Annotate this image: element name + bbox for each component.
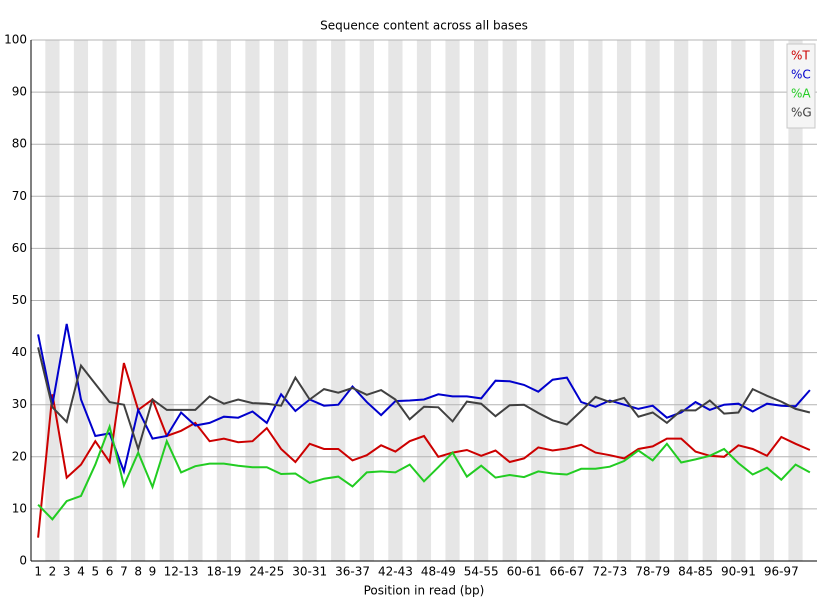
y-tick-label: 20	[12, 449, 27, 463]
x-tick-label: 7	[120, 565, 128, 579]
x-tick-label: 54-55	[464, 565, 499, 579]
legend-box	[786, 43, 816, 129]
x-tick-label: 2	[49, 565, 57, 579]
x-tick-label: 66-67	[549, 565, 584, 579]
x-tick-label: 8	[134, 565, 142, 579]
x-tick-label: 78-79	[635, 565, 670, 579]
x-tick-label: 4	[77, 565, 85, 579]
series-line	[37, 347, 811, 453]
x-axis-title: Position in read (bp)	[364, 584, 485, 598]
x-tick-label: 24-25	[249, 565, 284, 579]
legend-label: %C	[791, 68, 811, 82]
x-tick-label: 72-73	[592, 565, 627, 579]
x-tick-label: 90-91	[721, 565, 756, 579]
y-tick-label: 10	[12, 501, 27, 515]
x-tick-label: 30-31	[292, 565, 327, 579]
y-tick-label: 60	[12, 241, 27, 255]
y-tick-label: 70	[12, 189, 27, 203]
x-tick-label: 36-37	[335, 565, 370, 579]
series-line	[37, 423, 811, 521]
x-tick-label: 1	[34, 565, 42, 579]
x-tick-label: 48-49	[421, 565, 456, 579]
x-tick-label: 96-97	[764, 565, 799, 579]
x-tick-label: 60-61	[507, 565, 542, 579]
x-tick-label: 12-13	[164, 565, 199, 579]
x-tick-label: 3	[63, 565, 71, 579]
y-tick-label: 100	[4, 33, 27, 47]
series-line	[37, 323, 811, 475]
y-tick-label: 80	[12, 137, 27, 151]
legend-label: %G	[791, 106, 812, 120]
x-tick-label: 42-43	[378, 565, 413, 579]
y-tick-label: 40	[12, 345, 27, 359]
x-tick-label: 5	[91, 565, 99, 579]
chart-title: Sequence content across all bases	[320, 19, 528, 33]
y-tick-label: 30	[12, 397, 27, 411]
x-tick-label: 6	[106, 565, 114, 579]
legend-label: %A	[791, 87, 811, 101]
x-tick-label: 9	[149, 565, 157, 579]
x-tick-label: 84-85	[678, 565, 713, 579]
y-tick-label: 50	[12, 293, 27, 307]
legend-label: %T	[791, 49, 810, 63]
y-tick-label: 90	[12, 85, 27, 99]
y-tick-label: 0	[19, 554, 27, 568]
x-tick-label: 18-19	[206, 565, 241, 579]
